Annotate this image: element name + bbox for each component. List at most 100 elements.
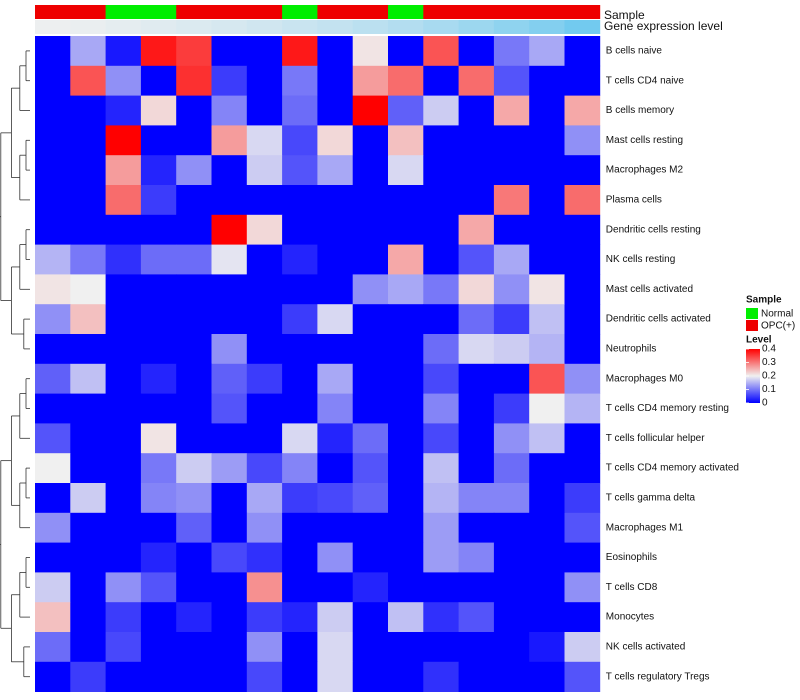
heatmap-cell (246, 423, 283, 454)
heatmap-cells (35, 36, 601, 692)
heatmap-cell (493, 512, 530, 543)
heatmap-cell (352, 542, 389, 573)
heatmap-cell (282, 632, 318, 663)
heatmap-cell (458, 65, 495, 96)
heatmap-cell (105, 453, 142, 484)
sample-legend-label: OPC(+) (761, 321, 795, 332)
heatmap-cell (70, 542, 106, 573)
heatmap-cell (246, 214, 283, 245)
heatmap-cell (70, 572, 106, 603)
heatmap-cell (388, 423, 424, 454)
heatmap-cell (176, 95, 212, 126)
heatmap-cell (529, 363, 565, 394)
heatmap-cell (246, 125, 283, 156)
row-label: Dendritic cells activated (606, 314, 711, 325)
heatmap-cell (352, 572, 389, 603)
heatmap-cell (246, 185, 283, 216)
heatmap-cell (140, 185, 177, 216)
expression-annotation-cell (388, 20, 424, 34)
expression-annotation-cell (211, 20, 248, 34)
row-label: T cells CD4 naive (606, 75, 685, 86)
heatmap-cell (564, 334, 601, 365)
heatmap-cell (317, 334, 354, 365)
sample-annotation-cell (388, 5, 424, 19)
heatmap-cell (35, 661, 71, 692)
heatmap-cell (140, 602, 177, 633)
heatmap-cell (211, 393, 248, 424)
heatmap-cell (211, 632, 248, 663)
heatmap-cell (246, 512, 283, 543)
heatmap-cell (317, 155, 354, 186)
heatmap-cell (423, 244, 459, 275)
heatmap-cell (317, 661, 354, 692)
heatmap-cell (458, 393, 495, 424)
heatmap-cell (176, 214, 212, 245)
heatmap-cell (388, 602, 424, 633)
sample-legend-swatch (746, 308, 758, 319)
heatmap-cell (564, 542, 601, 573)
heatmap-cell (493, 274, 530, 305)
heatmap-cell (352, 334, 389, 365)
heatmap-cell (282, 542, 318, 573)
heatmap-cell (493, 542, 530, 573)
heatmap-cell (493, 244, 530, 275)
heatmap-cell (70, 155, 106, 186)
heatmap-cell (388, 393, 424, 424)
heatmap-cell (423, 36, 459, 67)
heatmap-cell (493, 185, 530, 216)
heatmap-cell (529, 36, 565, 67)
heatmap-cell (70, 423, 106, 454)
heatmap-cell (493, 423, 530, 454)
expression-annotation-cell (35, 20, 71, 34)
heatmap-cell (176, 274, 212, 305)
heatmap-cell (176, 363, 212, 394)
heatmap-cell (105, 423, 142, 454)
heatmap-cell (70, 602, 106, 633)
heatmap-cell (176, 244, 212, 275)
heatmap-cell (317, 453, 354, 484)
expression-annotation-cell (70, 20, 106, 34)
heatmap-cell (35, 542, 71, 573)
heatmap-cell (211, 155, 248, 186)
sample-legend-title: Sample (746, 295, 782, 306)
heatmap-cell (529, 483, 565, 514)
heatmap-cell (493, 304, 530, 335)
heatmap-cell (211, 95, 248, 126)
heatmap-cell (317, 304, 354, 335)
heatmap-cell (458, 572, 495, 603)
heatmap-cell (211, 572, 248, 603)
heatmap-cell (176, 453, 212, 484)
heatmap-cell (176, 483, 212, 514)
heatmap-cell (458, 512, 495, 543)
row-label: T cells CD4 memory resting (606, 403, 729, 414)
row-label: NK cells activated (606, 642, 685, 653)
expression-annotation-cell (246, 20, 283, 34)
heatmap-cell (70, 661, 106, 692)
expression-annotation-cell (282, 20, 318, 34)
heatmap-cell (105, 274, 142, 305)
heatmap-cell (388, 274, 424, 305)
heatmap-cell (352, 65, 389, 96)
heatmap-cell (352, 423, 389, 454)
heatmap-cell (176, 602, 212, 633)
level-tick-label: 0.3 (762, 357, 776, 368)
heatmap-cell (140, 155, 177, 186)
heatmap-cell (211, 304, 248, 335)
heatmap-cell (564, 393, 601, 424)
heatmap-cell (211, 65, 248, 96)
sample-annotation-cell (529, 5, 565, 19)
heatmap-cell (282, 304, 318, 335)
heatmap-cell (493, 363, 530, 394)
heatmap-cell (564, 363, 601, 394)
heatmap-cell (529, 393, 565, 424)
heatmap-cell (458, 542, 495, 573)
heatmap-cell (35, 512, 71, 543)
heatmap-cell (35, 274, 71, 305)
heatmap-cell (211, 661, 248, 692)
sample-legend-swatch (746, 320, 758, 331)
heatmap-cell (317, 363, 354, 394)
heatmap-cell (529, 214, 565, 245)
heatmap-cell (70, 512, 106, 543)
heatmap-cell (70, 65, 106, 96)
heatmap-cell (140, 423, 177, 454)
